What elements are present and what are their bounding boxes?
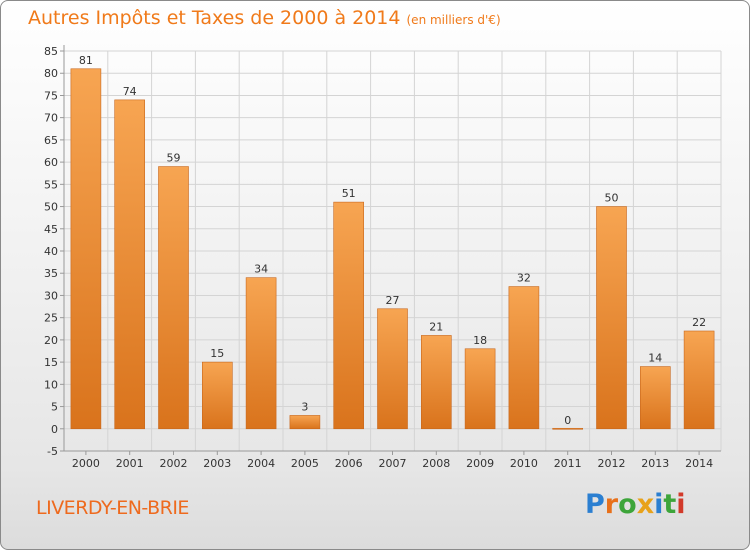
y-tick-label: 25 [44,312,58,325]
bar-value-label: 81 [79,54,93,67]
brand-logo[interactable]: Proxiti [585,489,686,520]
x-tick-label: 2000 [72,457,100,470]
bar [684,331,714,429]
y-tick-label: 60 [44,156,58,169]
y-tick-label: 45 [44,223,58,236]
x-tick-label: 2011 [554,457,582,470]
bar [71,69,101,429]
bar-value-label: 59 [167,152,181,165]
logo-letter: i [676,489,685,520]
y-tick-label: 40 [44,245,58,258]
y-tick-label: 15 [44,356,58,369]
x-tick-label: 2010 [510,457,538,470]
y-tick-label: 70 [44,112,58,125]
x-tick-label: 2001 [116,457,144,470]
bar [597,207,627,429]
y-tick-label: 50 [44,201,58,214]
x-tick-label: 2008 [422,457,450,470]
y-tick-label: 75 [44,89,58,102]
x-tick-label: 2012 [598,457,626,470]
bar-value-label: 50 [605,192,619,205]
logo-letter: r [605,489,618,520]
y-tick-label: -5 [47,445,58,458]
y-tick-label: 30 [44,289,58,302]
bar-value-label: 74 [123,85,137,98]
logo-letter: t [663,489,676,520]
bar-value-label: 15 [210,347,224,360]
x-tick-label: 2003 [203,457,231,470]
y-tick-label: 35 [44,267,58,280]
x-tick-label: 2004 [247,457,275,470]
logo-letter: x [637,489,654,520]
bar [290,415,320,428]
y-tick-label: 55 [44,178,58,191]
bar [159,167,189,429]
logo-letter: i [654,489,663,520]
commune-name: LIVERDY-EN-BRIE [36,497,189,519]
bar [202,362,232,429]
bar-value-label: 21 [429,320,443,333]
y-tick-label: 5 [51,401,58,414]
bar-value-label: 3 [301,400,308,413]
y-tick-label: 80 [44,67,58,80]
bar [640,367,670,429]
x-tick-label: 2009 [466,457,494,470]
bar [509,287,539,429]
logo-letter: P [585,489,605,520]
bar-value-label: 32 [517,272,531,285]
bar [115,100,145,429]
x-tick-label: 2006 [335,457,363,470]
bar [421,335,451,428]
x-tick-label: 2007 [379,457,407,470]
y-tick-label: 85 [44,45,58,58]
x-tick-label: 2013 [641,457,669,470]
bar [553,428,583,429]
bar-value-label: 22 [692,316,706,329]
bar [378,309,408,429]
x-tick-label: 2002 [160,457,188,470]
y-tick-label: 10 [44,378,58,391]
bar-value-label: 0 [564,414,571,427]
bar [465,349,495,429]
x-tick-label: 2014 [685,457,713,470]
bar-chart: 81 74 59 15 34 3 51 27 21 18 32 0 50 14 22 -5 0 5 10 15 20 2… [1,1,749,549]
y-tick-label: 65 [44,134,58,147]
bar [246,278,276,429]
y-tick-label: 20 [44,334,58,347]
bar-value-label: 18 [473,334,487,347]
logo-letter: o [618,489,637,520]
chart-frame: Autres Impôts et Taxes de 2000 à 2014(en… [0,0,750,550]
bar-value-label: 27 [386,294,400,307]
y-tick-label: 0 [51,423,58,436]
bars [71,69,714,430]
bar-value-label: 34 [254,263,268,276]
bar-value-label: 14 [648,352,662,365]
bar-value-label: 51 [342,187,356,200]
bar [334,202,364,429]
x-tick-label: 2005 [291,457,319,470]
